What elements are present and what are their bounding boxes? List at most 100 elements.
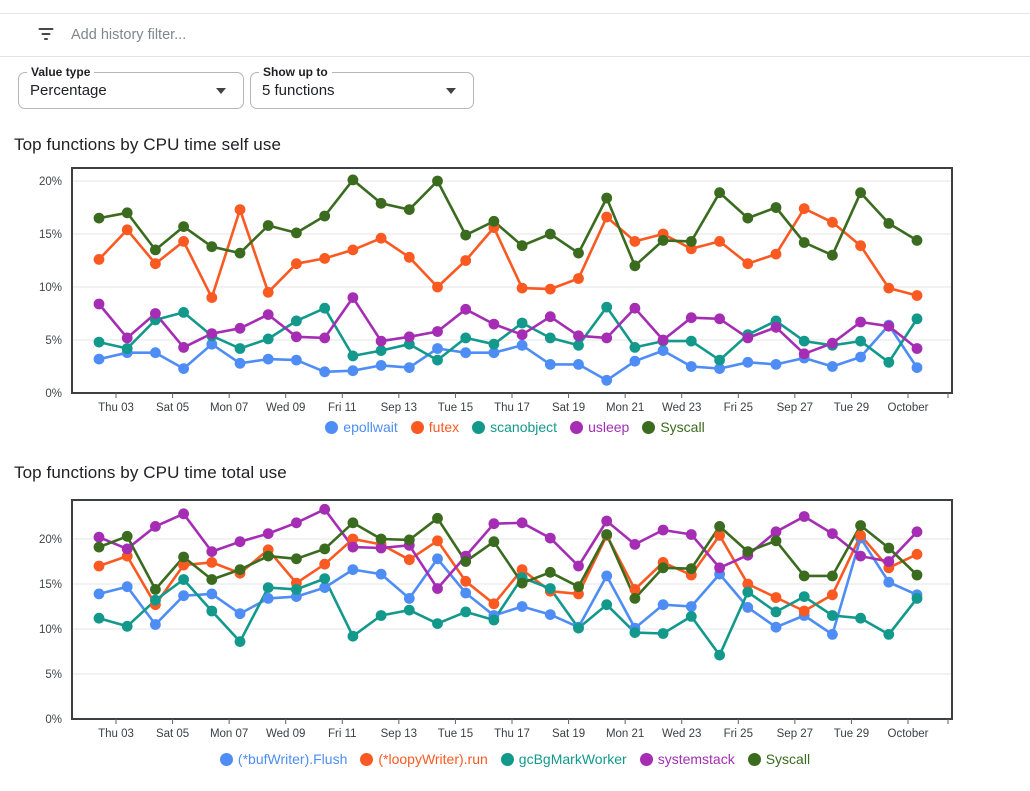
data-point-scanobject[interactable] <box>375 345 387 356</box>
data-point-gcBgMarkWorker[interactable] <box>657 628 669 639</box>
data-point-scanobject[interactable] <box>262 333 274 345</box>
data-point-futex[interactable] <box>347 244 359 256</box>
data-point-epollwait[interactable] <box>855 351 866 363</box>
data-point-(*loopyWriter).run[interactable] <box>403 554 415 566</box>
data-point-epollwait[interactable] <box>319 366 331 378</box>
data-point-scanobject[interactable] <box>629 342 641 353</box>
data-point-(*loopyWriter).run[interactable] <box>516 564 528 575</box>
data-point-Syscall[interactable] <box>629 593 641 604</box>
data-point-Syscall[interactable] <box>685 236 697 247</box>
legend-item-(*loopyWriter).run[interactable]: (*loopyWriter).run <box>360 751 488 768</box>
data-point-Syscall[interactable] <box>234 247 246 259</box>
data-point-systemstack[interactable] <box>93 531 105 543</box>
data-point-Syscall[interactable] <box>93 212 105 224</box>
data-point-usleep[interactable] <box>657 334 669 346</box>
data-point-gcBgMarkWorker[interactable] <box>573 622 584 634</box>
data-point-epollwait[interactable] <box>234 357 246 369</box>
data-point-usleep[interactable] <box>347 292 359 303</box>
data-point-scanobject[interactable] <box>460 332 472 344</box>
data-point-(*bufWriter).Flush[interactable] <box>827 629 838 640</box>
data-point-(*loopyWriter).run[interactable] <box>827 589 838 601</box>
data-point-Syscall[interactable] <box>319 543 331 555</box>
data-point-Syscall[interactable] <box>855 520 866 531</box>
data-point-futex[interactable] <box>855 240 866 252</box>
data-point-epollwait[interactable] <box>93 353 105 365</box>
data-point-epollwait[interactable] <box>770 359 782 370</box>
data-point-gcBgMarkWorker[interactable] <box>432 618 443 629</box>
data-point-gcBgMarkWorker[interactable] <box>827 610 838 621</box>
data-point-systemstack[interactable] <box>291 517 302 529</box>
data-point-Syscall[interactable] <box>150 244 161 256</box>
data-point-scanobject[interactable] <box>432 354 443 366</box>
data-point-usleep[interactable] <box>432 326 443 337</box>
legend-item-Syscall[interactable]: Syscall <box>642 419 705 436</box>
data-point-Syscall[interactable] <box>601 192 613 204</box>
data-point-Syscall[interactable] <box>403 204 415 215</box>
data-point-(*loopyWriter).run[interactable] <box>798 605 810 617</box>
data-point-Syscall[interactable] <box>319 210 331 222</box>
data-point-systemstack[interactable] <box>121 543 133 555</box>
data-point-epollwait[interactable] <box>460 347 472 359</box>
data-point-scanobject[interactable] <box>93 336 105 348</box>
data-point-usleep[interactable] <box>742 332 754 344</box>
data-point-Syscall[interactable] <box>544 228 556 240</box>
data-point-usleep[interactable] <box>375 335 387 347</box>
data-point-(*loopyWriter).run[interactable] <box>855 530 866 541</box>
data-point-futex[interactable] <box>93 254 105 265</box>
data-point-futex[interactable] <box>798 203 810 214</box>
data-point-(*loopyWriter).run[interactable] <box>319 558 331 570</box>
data-point-(*loopyWriter).run[interactable] <box>432 535 443 547</box>
data-point-usleep[interactable] <box>685 312 697 324</box>
data-point-(*bufWriter).Flush[interactable] <box>742 602 754 613</box>
data-point-(*bufWriter).Flush[interactable] <box>544 609 556 620</box>
data-point-usleep[interactable] <box>403 331 415 343</box>
data-point-Syscall[interactable] <box>178 551 190 563</box>
data-point-futex[interactable] <box>375 232 387 244</box>
data-point-gcBgMarkWorker[interactable] <box>488 614 500 626</box>
data-point-usleep[interactable] <box>93 298 105 310</box>
data-point-gcBgMarkWorker[interactable] <box>347 630 359 642</box>
data-point-futex[interactable] <box>770 248 782 260</box>
data-point-futex[interactable] <box>319 253 331 264</box>
data-point-Syscall[interactable] <box>347 174 359 186</box>
data-point-epollwait[interactable] <box>714 363 725 374</box>
legend-item-systemstack[interactable]: systemstack <box>639 751 735 768</box>
data-point-gcBgMarkWorker[interactable] <box>206 605 218 617</box>
data-point-Syscall[interactable] <box>798 570 810 582</box>
data-point-scanobject[interactable] <box>319 302 331 314</box>
data-point-(*bufWriter).Flush[interactable] <box>347 564 359 575</box>
data-point-scanobject[interactable] <box>347 350 359 362</box>
data-point-(*loopyWriter).run[interactable] <box>347 533 359 545</box>
data-point-(*loopyWriter).run[interactable] <box>770 592 782 603</box>
data-point-(*bufWriter).Flush[interactable] <box>601 570 613 582</box>
data-point-usleep[interactable] <box>855 316 866 328</box>
data-point-scanobject[interactable] <box>544 332 556 344</box>
data-point-scanobject[interactable] <box>883 356 895 368</box>
data-point-epollwait[interactable] <box>347 365 359 377</box>
data-point-epollwait[interactable] <box>488 347 500 359</box>
data-point-scanobject[interactable] <box>234 343 246 354</box>
data-point-scanobject[interactable] <box>291 315 302 327</box>
data-point-Syscall[interactable] <box>911 235 923 246</box>
data-point-usleep[interactable] <box>460 303 472 315</box>
data-point-futex[interactable] <box>544 283 556 295</box>
data-point-(*bufWriter).Flush[interactable] <box>121 581 133 593</box>
data-point-Syscall[interactable] <box>93 541 105 553</box>
data-point-Syscall[interactable] <box>262 220 274 231</box>
data-point-Syscall[interactable] <box>657 562 669 574</box>
data-point-scanobject[interactable] <box>178 307 190 318</box>
data-point-futex[interactable] <box>629 236 641 247</box>
data-point-usleep[interactable] <box>234 322 246 334</box>
data-point-systemstack[interactable] <box>573 560 584 572</box>
data-point-usleep[interactable] <box>714 313 725 325</box>
data-point-futex[interactable] <box>291 258 302 270</box>
data-point-gcBgMarkWorker[interactable] <box>291 584 302 595</box>
data-point-epollwait[interactable] <box>573 359 584 370</box>
data-point-systemstack[interactable] <box>798 511 810 522</box>
data-point-gcBgMarkWorker[interactable] <box>544 583 556 594</box>
data-point-Syscall[interactable] <box>121 530 133 542</box>
data-point-systemstack[interactable] <box>601 515 613 527</box>
data-point-Syscall[interactable] <box>460 229 472 241</box>
data-point-systemstack[interactable] <box>432 583 443 594</box>
data-point-usleep[interactable] <box>883 320 895 332</box>
